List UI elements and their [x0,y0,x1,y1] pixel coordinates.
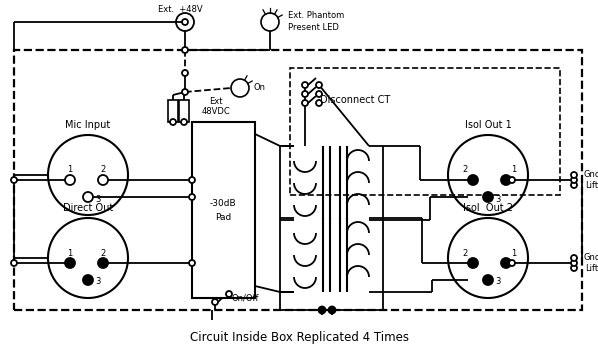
Circle shape [319,307,325,314]
Text: Gnd
Lift: Gnd Lift [584,170,598,190]
Text: 1: 1 [68,249,72,258]
Circle shape [328,307,335,314]
Circle shape [182,70,188,76]
Circle shape [571,260,577,266]
Bar [168,100,178,122]
Circle shape [316,91,322,97]
Text: 3: 3 [95,277,100,287]
Circle shape [11,177,17,183]
Circle shape [83,275,93,285]
Text: Mic Input: Mic Input [65,120,111,130]
Text: 2: 2 [462,249,468,258]
Circle shape [302,91,308,97]
Circle shape [571,172,577,178]
Circle shape [316,100,322,106]
Circle shape [302,82,308,88]
Circle shape [571,182,577,188]
Circle shape [468,175,478,185]
Text: Ext: Ext [209,98,222,107]
Circle shape [189,194,195,200]
Bar [179,100,189,122]
Circle shape [182,89,188,95]
Circle shape [65,258,75,268]
Text: Disconnect CT: Disconnect CT [320,95,390,105]
Text: -30dB: -30dB [210,199,236,207]
Circle shape [181,119,187,125]
Text: 1: 1 [511,249,517,258]
Circle shape [571,255,577,261]
Bar [14,50,582,310]
Text: Ext.  +48V: Ext. +48V [158,6,202,14]
Text: Pad: Pad [215,213,231,221]
Circle shape [501,175,511,185]
Text: 3: 3 [95,195,100,203]
Circle shape [501,258,511,268]
Text: On: On [254,83,266,93]
Circle shape [212,299,218,305]
Circle shape [182,19,188,25]
Text: Direct Out: Direct Out [63,203,113,213]
Text: Circuit Inside Box Replicated 4 Times: Circuit Inside Box Replicated 4 Times [190,332,408,345]
Circle shape [468,258,478,268]
Circle shape [483,192,493,202]
Circle shape [509,260,515,266]
Text: Isol  Out 2: Isol Out 2 [463,203,513,213]
Circle shape [571,177,577,183]
Bar [290,68,560,195]
Text: 2: 2 [100,249,106,258]
Circle shape [509,177,515,183]
Text: 3: 3 [495,195,501,203]
Circle shape [302,100,308,106]
Text: 48VDC: 48VDC [202,107,230,117]
Circle shape [170,119,176,125]
Text: 1: 1 [511,165,517,175]
Text: 2: 2 [100,165,106,175]
Text: 2: 2 [462,165,468,175]
Circle shape [189,260,195,266]
Circle shape [98,258,108,268]
Text: On/Off: On/Off [231,294,259,302]
Text: 3: 3 [495,277,501,287]
Circle shape [226,291,232,297]
Circle shape [189,177,195,183]
Circle shape [316,82,322,88]
Circle shape [571,265,577,271]
Text: 1: 1 [68,165,72,175]
Circle shape [182,47,188,53]
Bar [192,122,255,298]
Circle shape [83,192,93,202]
Text: Present LED: Present LED [288,24,339,32]
Text: Isol Out 1: Isol Out 1 [465,120,511,130]
Circle shape [483,275,493,285]
Circle shape [98,175,108,185]
Circle shape [65,175,75,185]
Text: Gnd
Lift: Gnd Lift [584,253,598,273]
Text: Ext. Phantom: Ext. Phantom [288,12,344,20]
Circle shape [11,260,17,266]
